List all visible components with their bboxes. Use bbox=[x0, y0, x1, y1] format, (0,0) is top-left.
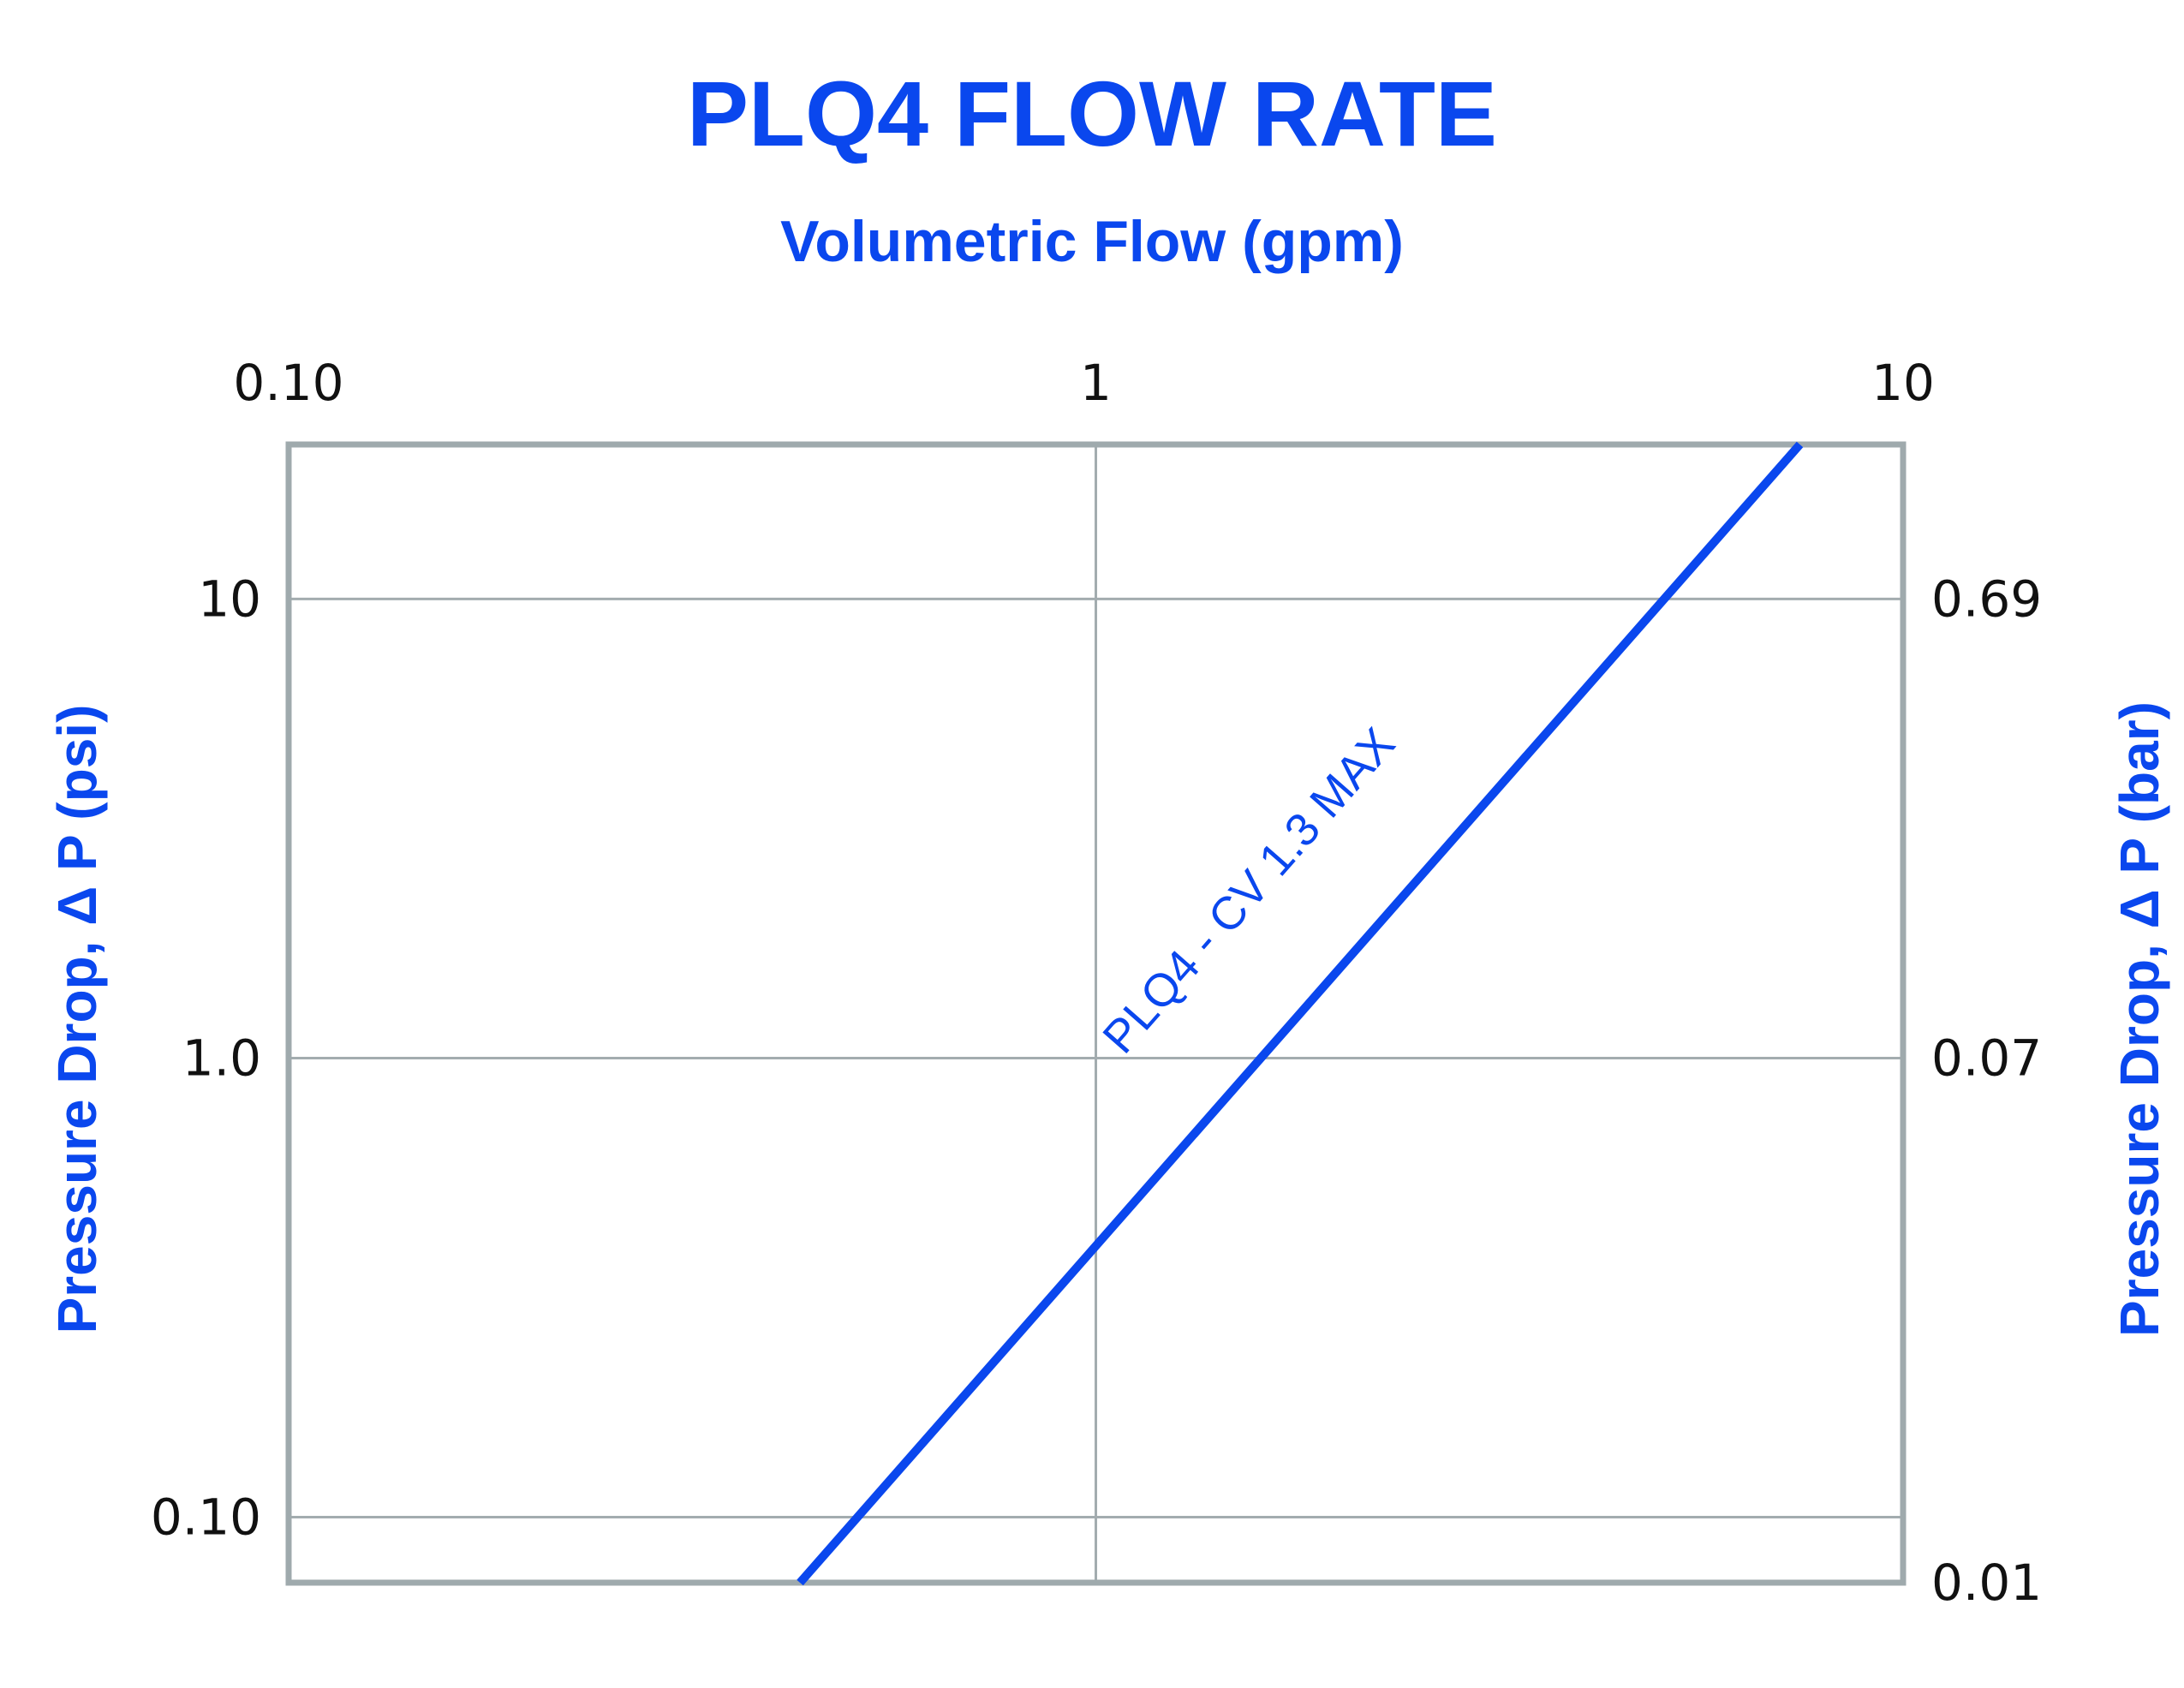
annotations: PLQ4 - CV 1.3 MAX bbox=[1093, 719, 1405, 1064]
y-tick-label-right: 0.01 bbox=[1931, 1554, 2042, 1612]
series-annotation-label: PLQ4 - CV 1.3 MAX bbox=[1093, 719, 1405, 1064]
y-axis-label-left: Pressure Drop, Δ P (psi) bbox=[46, 705, 108, 1334]
y-tick-label-left: 0.10 bbox=[151, 1488, 261, 1547]
y-tick-label-right: 0.07 bbox=[1931, 1029, 2042, 1087]
tick-labels: 0.10 1 10 10 1.0 0.10 0.69 0.07 0.01 bbox=[151, 354, 2042, 1612]
plot-frame bbox=[285, 441, 1907, 1586]
series-layer bbox=[797, 441, 1804, 1586]
y-axis-label-right: Pressure Drop, Δ P (bar) bbox=[2109, 701, 2170, 1337]
chart-title: PLQ4 FLOW RATE bbox=[687, 62, 1497, 165]
y-tick-label-left: 10 bbox=[198, 570, 261, 628]
x-axis-label: Volumetric Flow (gpm) bbox=[780, 209, 1404, 274]
x-tick-label: 10 bbox=[1871, 354, 1935, 412]
y-tick-label-right: 0.69 bbox=[1931, 570, 2042, 628]
x-tick-label: 0.10 bbox=[233, 354, 343, 412]
grid-lines bbox=[289, 444, 1903, 1583]
series-line-plq4 bbox=[797, 441, 1804, 1586]
y-tick-label-left: 1.0 bbox=[182, 1029, 261, 1087]
x-tick-label: 1 bbox=[1080, 354, 1112, 412]
